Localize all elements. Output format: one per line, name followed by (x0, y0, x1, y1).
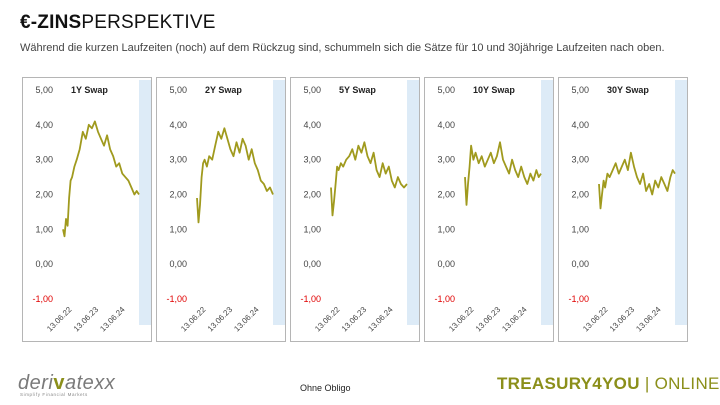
chart-panel-2y: 5,00 4,00 3,00 2,00 1,00 0,00 -1,00 13.06.22 13.… (156, 77, 286, 342)
chart-title: 30Y Swap (607, 85, 649, 95)
series-line (464, 141, 542, 206)
logo-part-post: atexx (64, 372, 116, 394)
x-tick-label: 13.06.24 (98, 305, 127, 334)
y-tick-label: 2,00 (571, 190, 589, 200)
x-tick-label: 13.06.23 (206, 305, 235, 334)
x-tick-label: 13.06.22 (45, 305, 74, 334)
y-tick-label: 4,00 (437, 120, 455, 130)
chart-panel-1y: 5,00 4,00 3,00 2,00 1,00 0,00 -1,00 13.06.22 13.… (22, 77, 152, 342)
x-tick-label: 13.06.22 (179, 305, 208, 334)
forecast-band (675, 80, 687, 325)
chart-title: 2Y Swap (205, 85, 242, 95)
x-tick-label: 13.06.24 (500, 305, 529, 334)
y-tick-label: 3,00 (437, 155, 455, 165)
forecast-band (407, 80, 419, 325)
logo-part-v: v (53, 372, 65, 394)
y-tick-label: 1,00 (571, 224, 589, 234)
y-tick-label: 5,00 (437, 85, 455, 95)
y-tick-label: -1,00 (166, 294, 187, 304)
y-tick-label: 1,00 (169, 224, 187, 234)
chart-panel-10y: 5,00 4,00 3,00 2,00 1,00 0,00 -1,00 13.06.22 13.… (424, 77, 554, 342)
brand-separator: | (644, 374, 650, 393)
y-tick-label: 2,00 (35, 190, 53, 200)
series-line (196, 127, 274, 224)
y-tick-label: 5,00 (169, 85, 187, 95)
forecast-band (541, 80, 553, 325)
chart-2y: 5,004,003,002,001,000,00-1,0013.06.2213.… (166, 80, 285, 334)
logo-tagline: Simplify Financial Markets (20, 392, 88, 397)
chart-title: 5Y Swap (339, 85, 376, 95)
x-tick-label: 13.06.22 (313, 305, 342, 334)
disclaimer: Ohne Obligo (300, 383, 351, 393)
forecast-band (273, 80, 285, 325)
y-tick-label: 4,00 (35, 120, 53, 130)
chart-10y: 5,004,003,002,001,000,00-1,0013.06.2213.… (434, 80, 553, 334)
series-line (598, 151, 676, 210)
y-tick-label: 3,00 (571, 155, 589, 165)
brand-online: ONLINE (654, 374, 720, 393)
series-line (330, 141, 408, 217)
y-tick-label: 4,00 (303, 120, 321, 130)
y-tick-label: 0,00 (169, 259, 187, 269)
y-tick-label: 0,00 (35, 259, 53, 269)
y-tick-label: 1,00 (35, 224, 53, 234)
y-tick-label: 4,00 (571, 120, 589, 130)
logo-part-pre: deri (18, 372, 54, 394)
y-tick-label: 5,00 (35, 85, 53, 95)
y-tick-label: -1,00 (300, 294, 321, 304)
chart-panel-5y: 5,00 4,00 3,00 2,00 1,00 0,00 -1,00 13.06.22 13.… (290, 77, 420, 342)
y-tick-label: 3,00 (35, 155, 53, 165)
x-tick-label: 13.06.24 (634, 305, 663, 334)
chart-panel-30y: 5,00 4,00 3,00 2,00 1,00 0,00 -1,00 13.06.22 13.… (558, 77, 688, 342)
x-tick-label: 13.06.23 (474, 305, 503, 334)
y-tick-label: 5,00 (571, 85, 589, 95)
y-tick-label: 0,00 (571, 259, 589, 269)
chart-title: 10Y Swap (473, 85, 515, 95)
y-tick-label: -1,00 (32, 294, 53, 304)
y-tick-label: -1,00 (568, 294, 589, 304)
x-tick-label: 13.06.24 (232, 305, 261, 334)
y-tick-label: 1,00 (303, 224, 321, 234)
treasury4you-brand: TREASURY4YOU | ONLINE (497, 374, 720, 394)
page-subtitle: Während die kurzen Laufzeiten (noch) auf… (20, 42, 665, 54)
title-bold: €-ZINS (20, 12, 82, 33)
y-tick-label: 1,00 (437, 224, 455, 234)
forecast-band (139, 80, 151, 325)
y-tick-label: 0,00 (303, 259, 321, 269)
series-line (62, 120, 140, 238)
y-tick-label: 4,00 (169, 120, 187, 130)
page-title: €-ZINSPERSPEKTIVE (20, 12, 216, 34)
x-tick-label: 13.06.24 (366, 305, 395, 334)
x-tick-label: 13.06.23 (72, 305, 101, 334)
chart-title: 1Y Swap (71, 85, 108, 95)
y-tick-label: -1,00 (434, 294, 455, 304)
y-tick-label: 2,00 (303, 190, 321, 200)
x-tick-label: 13.06.23 (608, 305, 637, 334)
x-tick-label: 13.06.23 (340, 305, 369, 334)
chart-5y: 5,004,003,002,001,000,00-1,0013.06.2213.… (300, 80, 419, 334)
y-tick-label: 3,00 (169, 155, 187, 165)
x-tick-label: 13.06.22 (447, 305, 476, 334)
y-tick-label: 3,00 (303, 155, 321, 165)
derivatexx-logo: derivatexx (18, 372, 115, 395)
title-rest: PERSPEKTIVE (81, 12, 216, 33)
y-tick-label: 2,00 (437, 190, 455, 200)
x-tick-label: 13.06.22 (581, 305, 610, 334)
y-tick-label: 2,00 (169, 190, 187, 200)
chart-30y: 5,004,003,002,001,000,00-1,0013.06.2213.… (568, 80, 687, 334)
chart-1y: 5,004,003,002,001,000,00-1,0013.06.2213.… (32, 80, 151, 334)
y-tick-label: 0,00 (437, 259, 455, 269)
y-tick-label: 5,00 (303, 85, 321, 95)
brand-name: TREASURY4YOU (497, 374, 640, 393)
